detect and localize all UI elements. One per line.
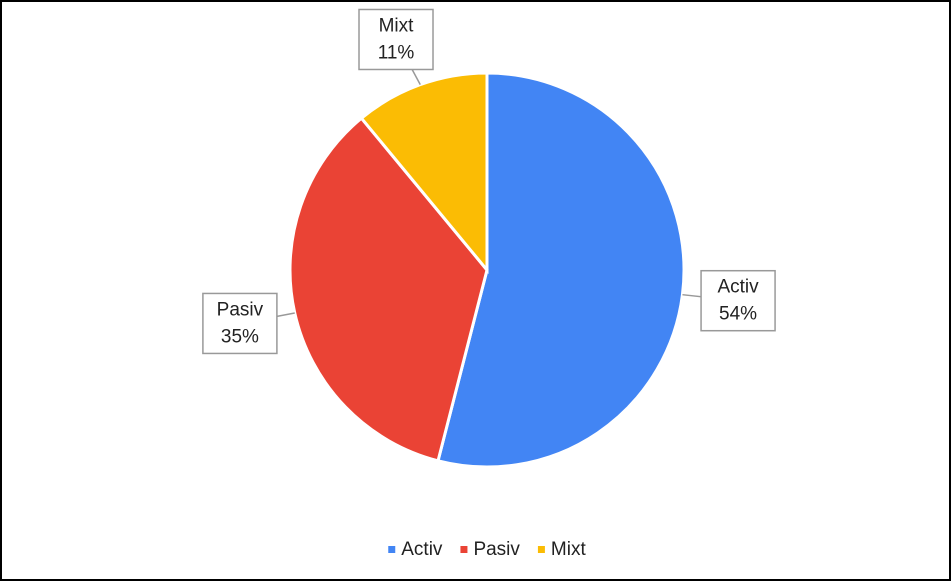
- data-label-name: Mixt: [379, 15, 415, 36]
- legend-swatch: [460, 546, 468, 553]
- legend: Activ Pasiv Mixt: [388, 539, 586, 560]
- pie-slice: [436, 71, 686, 469]
- data-label-name: Activ: [717, 277, 759, 298]
- legend-label: Activ: [401, 539, 443, 560]
- legend-swatch: [537, 546, 545, 553]
- callout-box: [700, 269, 776, 332]
- legend-swatch: [388, 546, 396, 553]
- data-label-value: 11%: [378, 42, 415, 63]
- callout-box: [358, 8, 434, 71]
- callout-box: [202, 292, 278, 355]
- legend-label: Pasiv: [473, 539, 520, 560]
- data-label-value: 35%: [221, 326, 259, 347]
- data-label-value: 54%: [719, 304, 757, 325]
- legend-label: Mixt: [551, 539, 587, 560]
- data-label-name: Pasiv: [217, 299, 264, 320]
